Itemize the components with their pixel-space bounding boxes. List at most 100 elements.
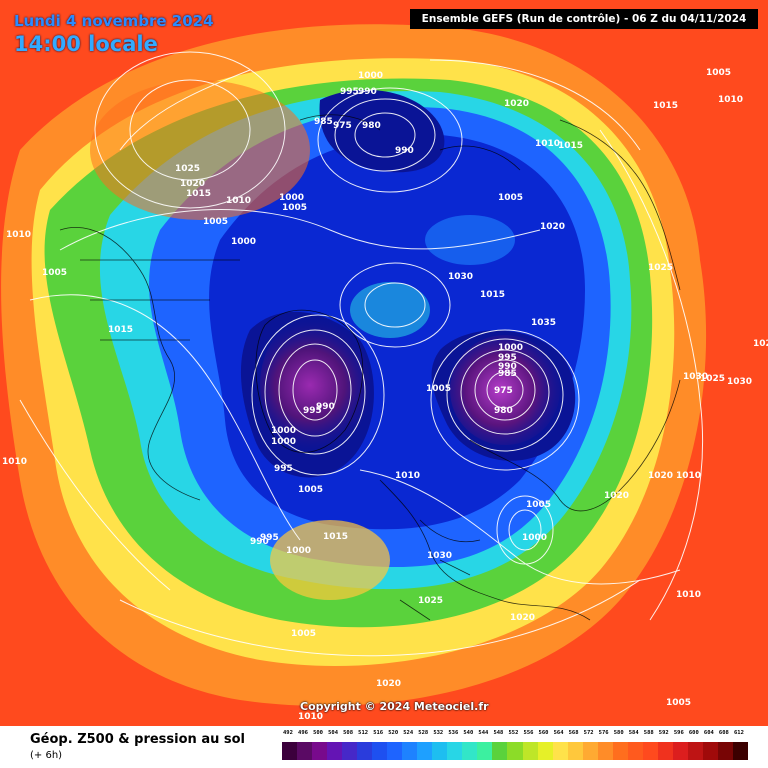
scale-value-label: 580 xyxy=(613,730,624,736)
pressure-label: 985 xyxy=(314,117,333,127)
scale-value-label: 528 xyxy=(418,730,429,736)
scale-swatch xyxy=(687,742,703,760)
pressure-label: 1000 xyxy=(279,193,304,203)
pressure-label: 985 xyxy=(498,369,517,379)
pressure-label: 1005 xyxy=(291,629,316,639)
pressure-label: 1015 xyxy=(558,141,583,151)
scale-swatch xyxy=(282,742,298,760)
legend-subtitle: (+ 6h) xyxy=(30,750,63,761)
scale-swatch xyxy=(387,742,403,760)
scale-value-label: 540 xyxy=(463,730,474,736)
low-core-norway xyxy=(450,335,560,445)
pressure-label: 1030 xyxy=(683,372,708,382)
header-local-time: 14:00 locale xyxy=(14,32,158,56)
pressure-label: 1000 xyxy=(358,71,383,81)
isobar-lines xyxy=(19,51,704,657)
coastlines xyxy=(59,114,681,621)
scale-value-label: 608 xyxy=(718,730,729,736)
pressure-label: 1020 xyxy=(376,679,401,689)
scale-swatch xyxy=(552,742,568,760)
pressure-label: 1005 xyxy=(203,217,228,227)
pressure-label: 1005 xyxy=(666,698,691,708)
scale-value-label: 588 xyxy=(643,730,654,736)
pressure-label: 1010 xyxy=(718,95,743,105)
pressure-label: 1005 xyxy=(706,68,731,78)
pressure-label: 1015 xyxy=(653,101,678,111)
pressure-label: 990 xyxy=(498,362,517,372)
pressure-label: 975 xyxy=(494,386,513,396)
pressure-label: 1005 xyxy=(426,384,451,394)
pressure-label: 1000 xyxy=(286,546,311,556)
pressure-label: 990 xyxy=(358,87,377,97)
scale-value-label: 568 xyxy=(568,730,579,736)
scale-value-label: 564 xyxy=(553,730,564,736)
scale-value-label: 536 xyxy=(448,730,459,736)
scale-swatch xyxy=(507,742,523,760)
scale-swatch xyxy=(612,742,628,760)
scale-swatch xyxy=(372,742,388,760)
pressure-label: 1015 xyxy=(186,189,211,199)
pressure-label: 1000 xyxy=(498,343,523,353)
pressure-label: 1005 xyxy=(526,500,551,510)
pressure-label: 1025 xyxy=(648,263,673,273)
scale-value-label: 600 xyxy=(688,730,699,736)
copyright-text: Copyright © 2024 Meteociel.fr xyxy=(300,700,489,713)
scale-swatch xyxy=(582,742,598,760)
scale-value-label: 516 xyxy=(373,730,384,736)
pressure-label: 1025 xyxy=(418,596,443,606)
scale-swatch xyxy=(312,742,328,760)
pressure-label: 1010 xyxy=(676,590,701,600)
scale-swatch xyxy=(327,742,343,760)
scale-value-label: 512 xyxy=(358,730,369,736)
scale-swatch xyxy=(702,742,718,760)
pressure-label: 1020 xyxy=(504,99,529,109)
scale-swatch xyxy=(642,742,658,760)
siberian-patch xyxy=(425,215,515,265)
pressure-label: 1005 xyxy=(42,268,67,278)
pressure-label: 1010 xyxy=(676,471,701,481)
pressure-label: 975 xyxy=(333,121,352,131)
scale-swatch xyxy=(477,742,493,760)
pressure-label: 1005 xyxy=(282,203,307,213)
scale-swatch xyxy=(732,742,748,760)
pressure-label: 1010 xyxy=(6,230,31,240)
scale-value-label: 520 xyxy=(388,730,399,736)
pressure-label: 1000 xyxy=(231,237,256,247)
scale-value-label: 596 xyxy=(673,730,684,736)
pressure-label: 1030 xyxy=(427,551,452,561)
pressure-label: 1010 xyxy=(2,457,27,467)
run-info-banner: Ensemble GEFS (Run de contrôle) - 06 Z d… xyxy=(410,9,758,29)
scale-value-label: 592 xyxy=(658,730,669,736)
scale-swatch xyxy=(537,742,553,760)
pressure-label: 990 xyxy=(316,402,335,412)
pressure-label: 1010 xyxy=(298,712,323,722)
legend-title: Géop. Z500 & pression au sol xyxy=(30,732,245,747)
pressure-label: 1000 xyxy=(271,426,296,436)
band-deep-blue-3 xyxy=(319,89,445,173)
scale-value-label: 500 xyxy=(313,730,323,736)
scale-swatch xyxy=(597,742,613,760)
pressure-label: 995 xyxy=(274,464,293,474)
pressure-label: 990 xyxy=(250,537,269,547)
pressure-label: 1030 xyxy=(727,377,752,387)
header-date: Lundi 4 novembre 2024 xyxy=(14,12,214,30)
scale-value-label: 492 xyxy=(283,730,293,736)
scale-swatch xyxy=(627,742,643,760)
scale-swatch xyxy=(417,742,433,760)
pressure-label: 980 xyxy=(362,121,381,131)
pressure-label: 1025 xyxy=(175,164,200,174)
scale-swatch xyxy=(297,742,313,760)
scale-swatch xyxy=(657,742,673,760)
scale-value-label: 524 xyxy=(403,730,414,736)
color-scale-bar xyxy=(282,742,748,760)
pressure-label: 1000 xyxy=(271,437,296,447)
pressure-label: 1020 xyxy=(648,471,673,481)
scale-value-label: 532 xyxy=(433,730,444,736)
pressure-label: 1015 xyxy=(480,290,505,300)
scale-swatch xyxy=(717,742,733,760)
scale-swatch xyxy=(522,742,538,760)
scale-value-label: 576 xyxy=(598,730,609,736)
pressure-label: 1035 xyxy=(531,318,556,328)
